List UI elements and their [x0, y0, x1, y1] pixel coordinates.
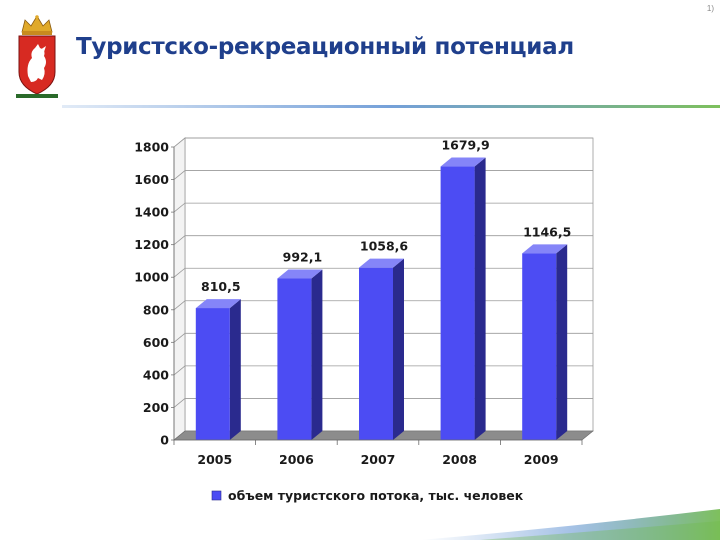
data-label-2008: 1679,9: [441, 138, 489, 153]
bar-top: [359, 258, 404, 268]
x-tick-label: 2009: [524, 452, 559, 467]
y-tick-label: 200: [143, 400, 169, 415]
x-tick-label: 2007: [361, 452, 396, 467]
x-tick-label: 2005: [197, 452, 232, 467]
chart-data-labels: 810,5 992,1 1058,6 1679,9 1146,5: [201, 138, 571, 295]
bar-side: [393, 258, 404, 440]
chart-side-wall: [173, 137, 186, 441]
bar-top: [440, 157, 486, 167]
y-tick-label: 800: [143, 302, 169, 317]
slide-title: Туристско-рекреационный потенциал: [76, 34, 574, 60]
bar-top: [195, 299, 241, 309]
bar-top: [522, 244, 568, 254]
data-label-2007: 1058,6: [360, 239, 409, 254]
y-tick-label: 1800: [134, 140, 169, 155]
bar-side: [311, 269, 323, 440]
bar-front: [522, 253, 557, 440]
page-number: 1): [706, 4, 714, 13]
bar-2005: [195, 299, 241, 440]
y-tick-label: 1000: [134, 270, 169, 285]
y-tick-label: 1600: [134, 172, 169, 187]
bar-2006: [277, 269, 323, 440]
legend-label: объем туристского потока, тыс. человек: [228, 488, 524, 503]
y-axis: 0 200 400 600 800 1000 1200 1400 1600 1800: [134, 140, 175, 448]
legend-swatch: [211, 490, 222, 501]
data-label-2005: 810,5: [201, 279, 241, 294]
x-tick-label: 2008: [442, 452, 477, 467]
bar-2009: [522, 244, 568, 440]
data-label-2006: 992,1: [283, 250, 323, 265]
decorative-swoosh: [420, 509, 720, 540]
y-tick-label: 600: [143, 335, 169, 350]
y-tick-label: 400: [143, 367, 169, 382]
bar-front: [359, 267, 393, 440]
x-axis: 2005 2006 2007 2008 2009: [173, 439, 583, 467]
y-tick-label: 1400: [134, 205, 169, 220]
y-tick-label: 0: [160, 433, 169, 448]
chart-bars: [195, 157, 568, 440]
data-label-2009: 1146,5: [523, 224, 571, 239]
bar-side: [474, 157, 486, 440]
title-divider: [62, 105, 720, 108]
gridline: [173, 137, 593, 148]
coat-of-arms-icon: [16, 15, 58, 98]
bar-top: [277, 269, 323, 279]
bar-side: [229, 299, 241, 440]
bar-front: [195, 308, 230, 440]
y-tick-label: 1200: [134, 237, 169, 252]
tourism-bar-chart: 810,5 992,1 1058,6 1679,9 1146,5 0 200 400 600 8…: [134, 137, 594, 503]
bar-2007: [359, 258, 404, 440]
bar-side: [556, 244, 568, 440]
bar-front: [440, 166, 475, 440]
bar-2008: [440, 157, 486, 440]
bar-front: [277, 278, 312, 440]
x-tick-label: 2006: [279, 452, 314, 467]
chart-legend: объем туристского потока, тыс. человек: [211, 488, 524, 503]
